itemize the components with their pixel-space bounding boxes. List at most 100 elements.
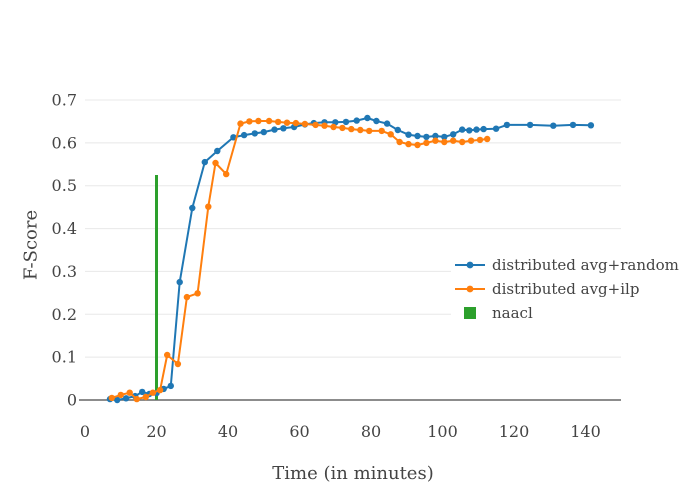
data-point[interactable] (423, 133, 430, 141)
x-tick-label: 140 (570, 422, 601, 441)
data-point[interactable] (366, 127, 373, 135)
data-point[interactable] (126, 389, 133, 396)
data-point[interactable] (142, 393, 149, 401)
data-point[interactable] (212, 159, 219, 167)
data-point[interactable] (353, 117, 360, 124)
data-point[interactable] (156, 386, 164, 394)
legend-dot-orange (466, 285, 474, 293)
series-line-distributed-avg-random (109, 117, 591, 401)
data-point[interactable] (378, 127, 385, 135)
data-point[interactable] (194, 290, 201, 297)
data-point[interactable] (492, 125, 500, 132)
data-point[interactable] (122, 395, 130, 402)
data-point[interactable] (183, 293, 191, 301)
data-point[interactable] (342, 118, 350, 126)
data-point[interactable] (476, 136, 484, 144)
data-point[interactable] (503, 121, 511, 129)
data-point[interactable] (117, 391, 125, 399)
data-point[interactable] (167, 382, 174, 390)
data-point[interactable] (459, 138, 466, 146)
x-tick-label: 100 (427, 422, 458, 441)
legend-square-icon (464, 307, 476, 319)
data-point[interactable] (108, 394, 116, 402)
data-point[interactable] (526, 121, 534, 129)
data-point[interactable] (473, 126, 480, 133)
legend-label: distributed avg+random (492, 256, 679, 274)
data-point[interactable] (467, 137, 475, 144)
data-point[interactable] (357, 126, 364, 134)
data-point[interactable] (292, 119, 300, 127)
data-point[interactable] (405, 140, 412, 148)
y-tick-label: 0.5 (52, 176, 77, 195)
data-point[interactable] (466, 127, 473, 134)
data-point[interactable] (480, 125, 487, 133)
legend-item-distributed-avg-random[interactable]: distributed avg+random (455, 253, 679, 277)
x-tick-label: 40 (218, 422, 238, 441)
data-point[interactable] (240, 131, 248, 139)
data-point[interactable] (251, 130, 258, 137)
data-point[interactable] (260, 128, 267, 136)
data-point[interactable] (484, 135, 491, 143)
data-point[interactable] (432, 132, 439, 140)
data-point[interactable] (223, 170, 230, 178)
data-point[interactable] (237, 120, 244, 127)
data-point[interactable] (348, 125, 355, 133)
data-point[interactable] (550, 122, 557, 129)
data-point[interactable] (423, 139, 430, 147)
data-point[interactable] (114, 396, 121, 404)
data-point[interactable] (414, 141, 421, 149)
data-point[interactable] (176, 278, 183, 286)
data-point[interactable] (373, 117, 380, 125)
data-point[interactable] (274, 118, 282, 126)
data-point[interactable] (205, 203, 212, 210)
x-axis-title: Time (in minutes) (272, 463, 434, 484)
y-tick-label: 0.6 (52, 133, 77, 152)
data-point[interactable] (459, 126, 466, 133)
data-point[interactable] (280, 125, 287, 132)
data-point[interactable] (201, 158, 208, 166)
data-point[interactable] (450, 137, 457, 144)
data-point[interactable] (414, 132, 421, 140)
data-point[interactable] (214, 147, 221, 155)
data-point[interactable] (321, 122, 328, 129)
data-point[interactable] (405, 131, 412, 138)
data-point[interactable] (394, 126, 401, 134)
data-point[interactable] (283, 119, 291, 126)
data-point[interactable] (133, 395, 140, 403)
data-point[interactable] (164, 351, 171, 359)
legend-line-marker-icon (455, 285, 485, 293)
data-point[interactable] (364, 114, 371, 122)
data-point[interactable] (432, 137, 439, 144)
data-point[interactable] (265, 117, 273, 125)
data-point[interactable] (174, 360, 182, 368)
data-point[interactable] (587, 122, 595, 129)
data-point[interactable] (383, 120, 391, 127)
legend-item-naacl[interactable]: naacl (455, 301, 679, 325)
legend-dot-blue (466, 261, 474, 269)
data-point[interactable] (450, 131, 457, 138)
series-distributed-avg-ilp[interactable] (108, 117, 491, 403)
legend-line-marker-icon (455, 261, 485, 269)
data-point[interactable] (301, 120, 309, 128)
data-point[interactable] (441, 133, 448, 141)
legend-item-distributed-avg-ilp[interactable]: distributed avg+ilp (455, 277, 679, 301)
data-point[interactable] (255, 117, 262, 125)
data-point[interactable] (271, 126, 278, 133)
data-point[interactable] (396, 138, 403, 146)
data-point[interactable] (339, 124, 346, 132)
data-point[interactable] (139, 388, 146, 396)
data-point[interactable] (441, 138, 448, 146)
y-tick-label: 0.7 (52, 91, 77, 110)
data-point[interactable] (387, 131, 394, 138)
data-point[interactable] (246, 118, 253, 125)
data-point[interactable] (569, 121, 577, 129)
data-point[interactable] (149, 389, 157, 396)
y-tick-label: 0.3 (52, 262, 77, 281)
data-point[interactable] (330, 123, 337, 131)
data-point[interactable] (312, 121, 319, 129)
data-point[interactable] (189, 204, 196, 212)
data-point[interactable] (230, 134, 237, 141)
legend: distributed avg+random distributed avg+i… (451, 252, 687, 327)
